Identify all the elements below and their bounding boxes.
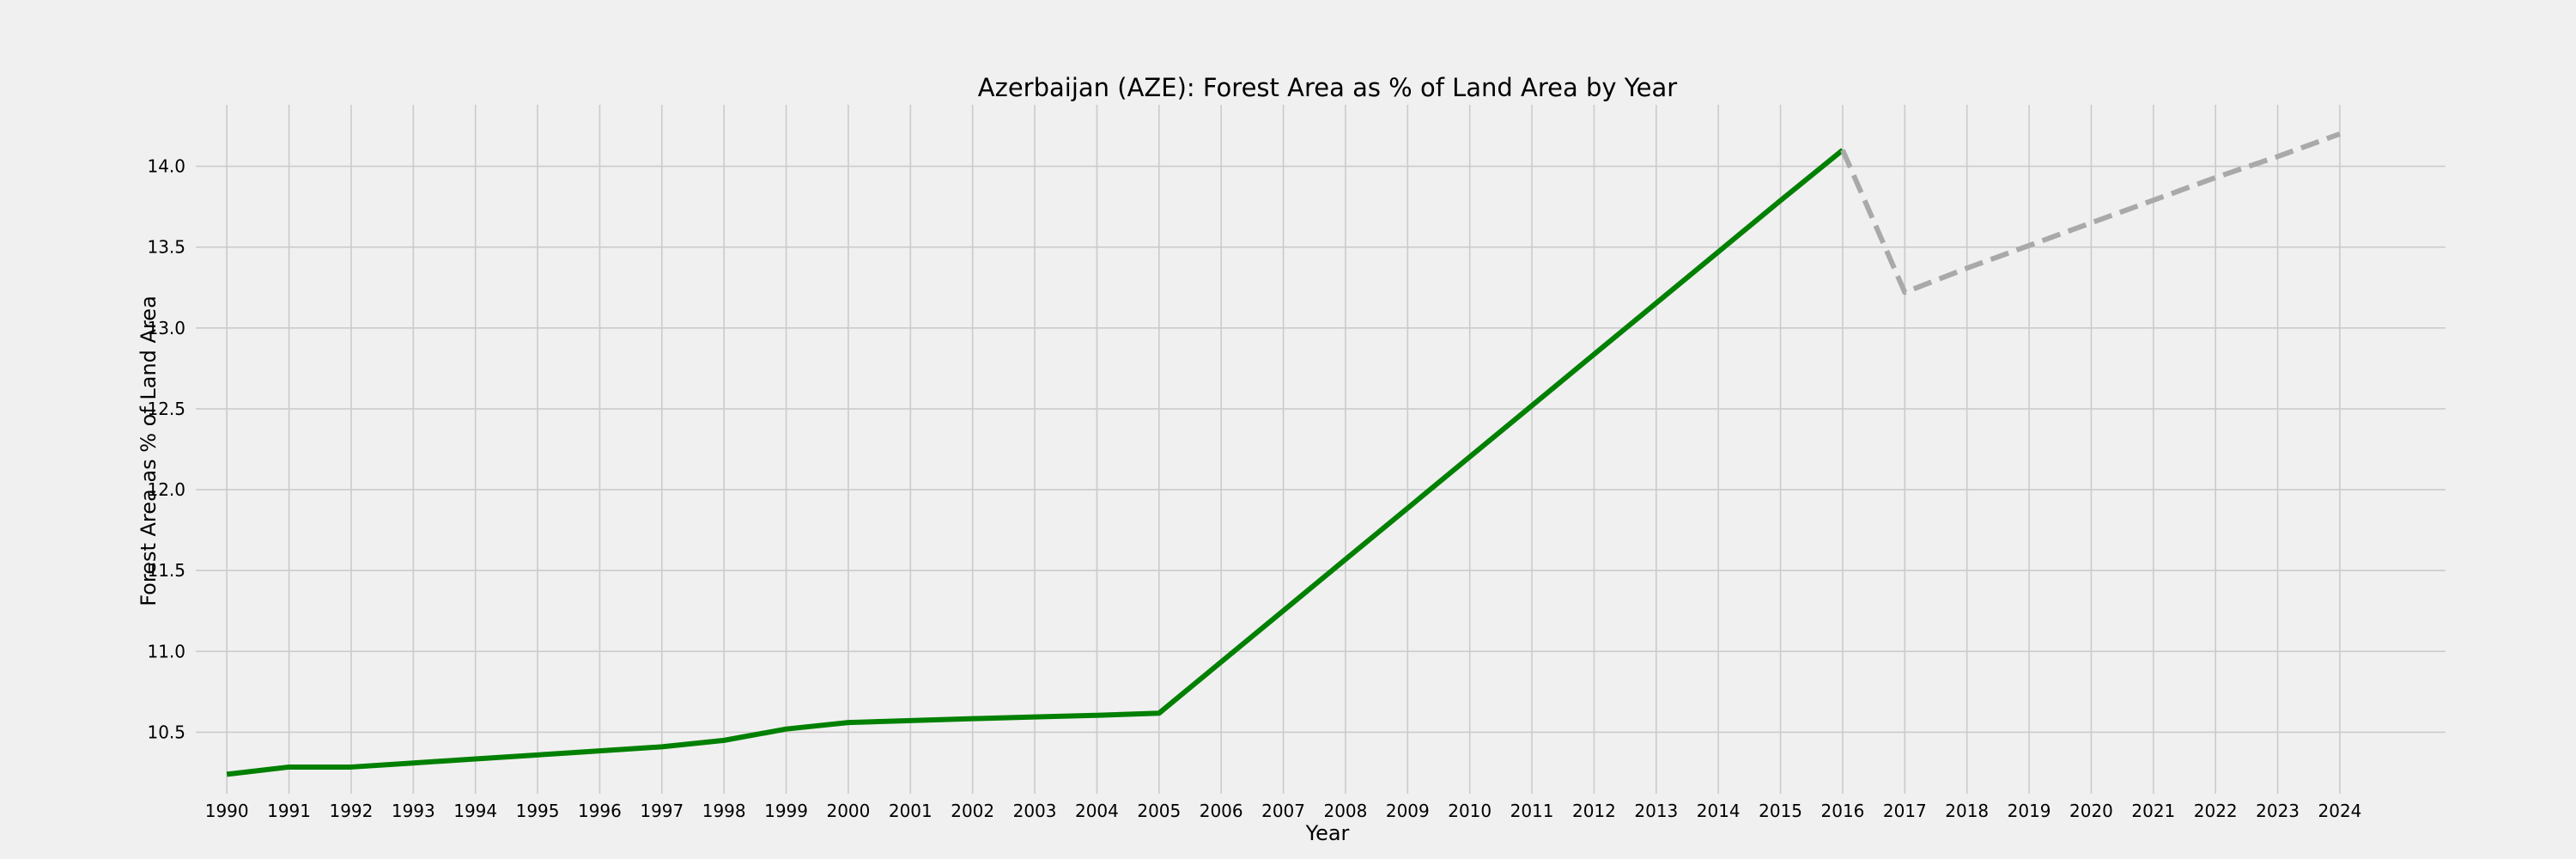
y-tick-label: 11.0 — [147, 641, 185, 661]
x-tick-label: 2004 — [1075, 801, 1119, 821]
x-tick-label: 2007 — [1261, 801, 1305, 821]
y-tick-label: 13.0 — [147, 318, 185, 338]
y-axis-label: Forest Area as % of Land Area — [137, 295, 161, 606]
x-tick-label: 2001 — [889, 801, 933, 821]
x-tick-label: 2008 — [1323, 801, 1367, 821]
x-tick-label: 1993 — [392, 801, 435, 821]
x-tick-label: 2005 — [1137, 801, 1181, 821]
x-tick-label: 2017 — [1883, 801, 1927, 821]
chart-title: Azerbaijan (AZE): Forest Area as % of La… — [978, 73, 1677, 102]
x-tick-label: 2015 — [1759, 801, 1802, 821]
x-tick-label: 1998 — [702, 801, 746, 821]
y-tick-label: 14.0 — [147, 156, 185, 177]
x-tick-label: 2014 — [1697, 801, 1741, 821]
x-tick-label: 2003 — [1013, 801, 1057, 821]
x-tick-label: 2021 — [2131, 801, 2175, 821]
y-tick-labels: 10.5 11.0 11.5 12.0 12.5 13.0 13.5 14.0 — [147, 156, 185, 743]
x-tick-label: 1996 — [578, 801, 622, 821]
y-tick-label: 10.5 — [147, 722, 185, 742]
x-tick-label: 2006 — [1200, 801, 1243, 821]
x-tick-labels: 1990 1991 1992 1993 1994 1995 1996 1997 1998 1999… — [205, 801, 2362, 821]
y-tick-label: 12.0 — [147, 479, 185, 500]
y-tick-label: 12.5 — [147, 399, 185, 419]
x-tick-label: 2009 — [1386, 801, 1430, 821]
x-tick-label: 1994 — [453, 801, 497, 821]
x-tick-label: 2000 — [826, 801, 870, 821]
x-tick-label: 2022 — [2194, 801, 2238, 821]
x-tick-label: 2018 — [1945, 801, 1989, 821]
y-tick-label: 13.5 — [147, 237, 185, 258]
x-tick-label: 2023 — [2256, 801, 2300, 821]
x-tick-label: 2012 — [1572, 801, 1616, 821]
series-line-solid — [226, 148, 1844, 777]
x-tick-label: 1992 — [329, 801, 373, 821]
x-tick-label: 2011 — [1510, 801, 1554, 821]
x-tick-label: 2020 — [2069, 801, 2113, 821]
x-tick-label: 2024 — [2318, 801, 2362, 821]
x-tick-label: 2013 — [1634, 801, 1678, 821]
x-tick-label: 1991 — [267, 801, 311, 821]
x-tick-label: 1990 — [205, 801, 249, 821]
gridlines — [196, 105, 2445, 794]
x-tick-label: 2016 — [1821, 801, 1865, 821]
x-tick-label: 1999 — [764, 801, 808, 821]
x-tick-label: 2010 — [1448, 801, 1492, 821]
x-tick-label: 1995 — [516, 801, 560, 821]
x-tick-label: 2002 — [951, 801, 994, 821]
x-axis-label: Year — [1305, 821, 1350, 845]
x-tick-label: 2019 — [2008, 801, 2051, 821]
series-layer — [226, 131, 2341, 777]
x-tick-label: 1997 — [640, 801, 683, 821]
series-line-dashed — [1840, 131, 2341, 295]
y-tick-label: 11.5 — [147, 560, 185, 581]
